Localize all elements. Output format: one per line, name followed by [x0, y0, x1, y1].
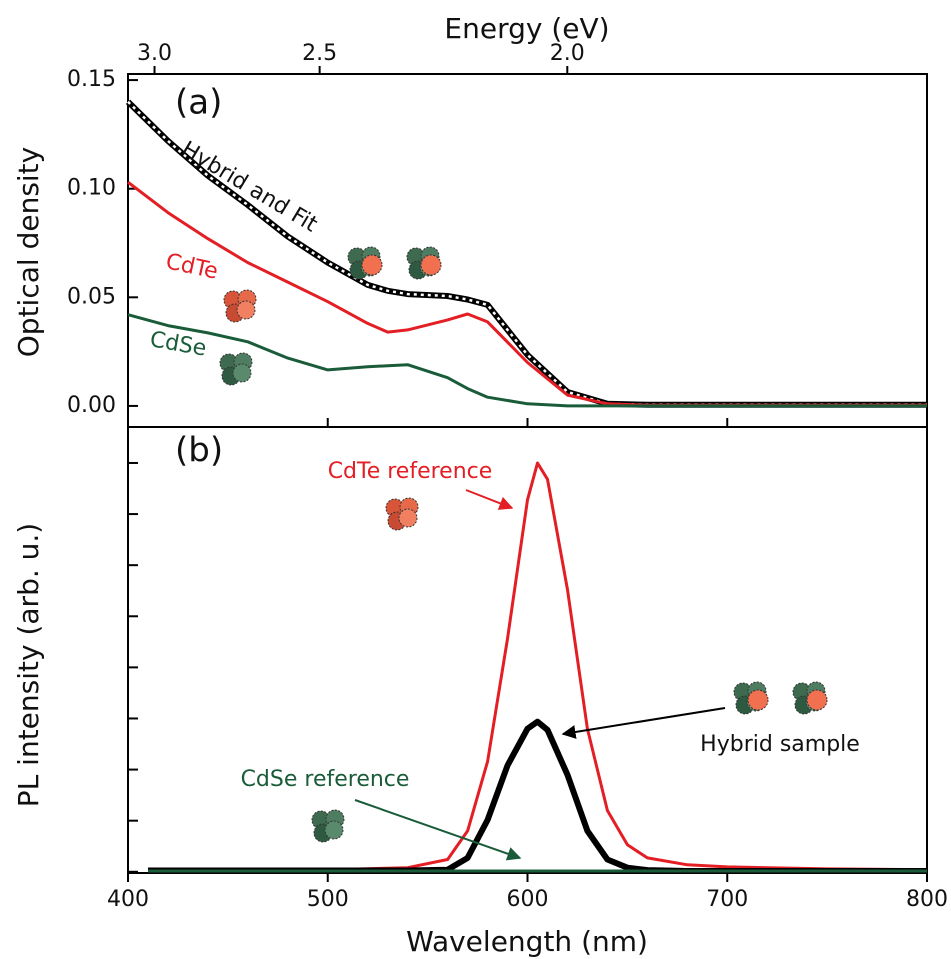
- nanoparticle-icon: [348, 247, 382, 279]
- series-label: Hybrid and Fit: [177, 137, 322, 238]
- plot-area: 0.00 0.05 0.10 0.15 3.0 2.5 2.0 400 500 600 700 800: [67, 41, 948, 912]
- y-axis-title: Optical density: [12, 147, 45, 357]
- arrow: [561, 707, 726, 739]
- x2-tick-label: 2.5: [302, 41, 337, 66]
- series-label: Hybrid sample: [700, 732, 860, 757]
- nanoparticle-icon: [793, 682, 827, 714]
- x-tick-label: 500: [307, 887, 349, 912]
- x-tick-label: 700: [706, 887, 748, 912]
- series-label: CdTe reference: [328, 459, 493, 484]
- panel-label: (a): [175, 83, 222, 123]
- series-label: CdSe reference: [241, 767, 410, 792]
- nanoparticle-icon: [219, 352, 253, 386]
- nanoparticle-icon: [407, 247, 441, 279]
- nanoparticle-icon: [734, 682, 768, 714]
- plot-frame: [127, 426, 928, 874]
- y-tick-label: 0.00: [67, 393, 116, 418]
- x-tick-label: 800: [906, 887, 948, 912]
- x-tick-label: 600: [507, 887, 549, 912]
- x-tick-label: 400: [107, 887, 149, 912]
- y-tick-label: 0.05: [67, 284, 116, 309]
- series-label: CdTe: [164, 249, 221, 284]
- y-tick-label: 0.15: [67, 67, 116, 92]
- arrow: [465, 489, 514, 510]
- nanoparticle-icon: [311, 809, 345, 843]
- series-line: [148, 461, 928, 872]
- nanoparticle-icon: [385, 497, 419, 531]
- x-axis-title: Wavelength (nm): [406, 925, 648, 958]
- x2-tick-label: 3.0: [137, 41, 172, 66]
- arrow: [354, 799, 522, 861]
- y-tick-label: 0.10: [67, 176, 116, 201]
- x2-tick-label: 2.0: [550, 41, 585, 66]
- y-axis-title: PL intensity (arb. u.): [12, 523, 45, 807]
- x2-axis-title: Energy (eV): [444, 12, 609, 45]
- panel-label: (b): [175, 431, 223, 471]
- series-line: [127, 313, 927, 408]
- nanoparticle-icon: [223, 289, 257, 323]
